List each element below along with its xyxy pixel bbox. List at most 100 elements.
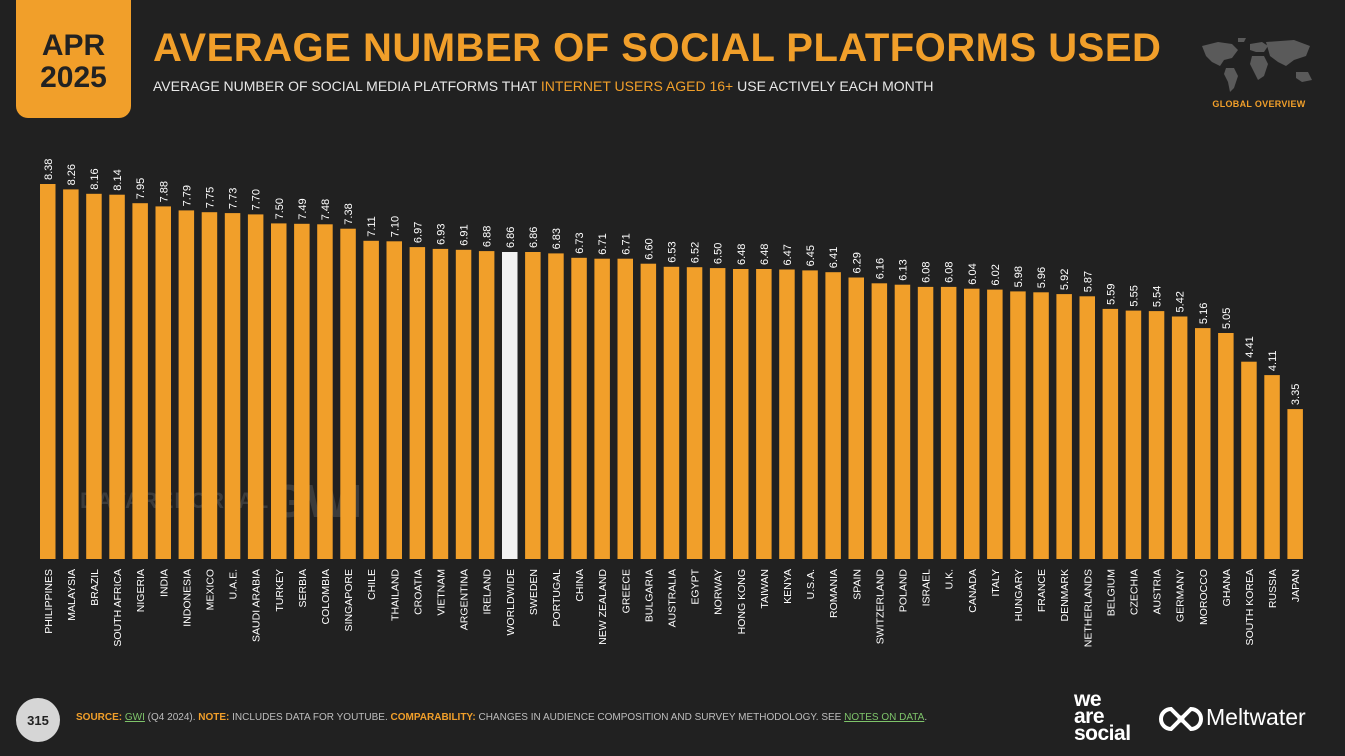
bar-indonesia [178,210,195,559]
category-label: KENYA [782,569,794,604]
value-label: 6.16 [874,258,886,279]
value-label: 6.50 [713,243,725,264]
bar-philippines [40,184,56,559]
bar-malaysia [63,189,79,559]
category-label: U.K. [944,569,956,589]
category-label: SWEDEN [528,569,540,615]
value-label: 6.86 [505,227,517,248]
value-label: 7.50 [274,198,286,219]
bar-chart: 8.38 PHILIPPINES 8.26 MALAYSIA 8.16 BRAZIL 8.1… [40,159,1303,647]
value-label: 8.14 [112,169,124,190]
value-label: 6.53 [667,241,679,262]
category-label: VIETNAM [436,569,448,616]
comparability-text: CHANGES IN AUDIENCE COMPOSITION AND SURV… [475,712,845,723]
category-label: TAIWAN [759,569,771,609]
global-overview-label: GLOBAL OVERVIEW [1212,99,1306,109]
bar-russia [1264,375,1280,559]
page-title: AVERAGE NUMBER OF SOCIAL PLATFORMS USED [153,26,1162,70]
category-label: ARGENTINA [459,569,471,630]
value-label: 6.08 [921,261,933,282]
value-label: 4.11 [1267,351,1279,372]
note-text: INCLUDES DATA FOR YOUTUBE. [229,712,391,723]
category-label: U.S.A. [805,569,817,599]
subtitle-highlight: INTERNET USERS AGED 16+ [540,78,734,94]
bar-italy [987,289,1003,559]
value-label: 6.71 [620,233,632,254]
category-label: BRAZIL [89,569,101,606]
category-label: NETHERLANDS [1082,569,1094,647]
bar-canada [964,288,980,559]
category-label: PHILIPPINES [43,569,55,634]
category-label: CROATIA [412,569,424,615]
bar-australia [663,266,680,559]
subtitle-post: USE ACTIVELY EACH MONTH [733,78,934,94]
value-label: 7.11 [366,216,378,237]
bar-nigeria [132,203,148,559]
value-label: 7.49 [297,198,309,219]
bar-kenya [779,269,795,559]
bar-croatia [409,247,426,559]
value-label: 6.60 [643,238,655,259]
category-label: SINGAPORE [343,569,355,631]
bar-norway [709,268,726,559]
bar-austria [1148,311,1165,559]
value-label: 6.93 [436,223,448,244]
source-link[interactable]: GWI [124,712,145,723]
value-label: 7.73 [228,188,240,209]
brand-line-2: are [1074,705,1105,728]
category-label: GHANA [1221,569,1233,606]
bar-taiwan [756,269,772,559]
value-label: 5.87 [1082,271,1094,292]
bar-hungary [1010,291,1026,559]
value-label: 6.47 [782,244,794,265]
bar-colombia [317,224,333,560]
notes-on-data-link[interactable]: NOTES ON DATA [844,712,925,723]
category-label: MEXICO [205,569,217,610]
category-label: MALAYSIA [66,569,78,621]
value-label: 6.88 [482,226,494,247]
date-badge: APR 2025 [16,0,131,118]
bar-ireland [478,251,495,559]
bar-hong-kong [733,269,749,559]
category-label: JAPAN [1290,569,1302,602]
value-label: 6.52 [690,242,702,263]
bar-turkey [271,223,287,559]
category-label: HUNGARY [1013,569,1025,621]
bar-israel [917,286,934,559]
category-label: POLAND [898,569,910,613]
bar-worldwide [502,252,518,559]
bar-switzerland [871,283,888,559]
category-label: FRANCE [1036,569,1048,612]
value-label: 6.04 [967,263,979,284]
category-label: CANADA [967,569,979,613]
category-label: ITALY [990,569,1002,597]
category-label: TURKEY [274,569,286,612]
bar-belgium [1102,308,1119,559]
category-label: BULGARIA [643,569,655,622]
value-label: 5.98 [1013,266,1025,287]
world-map-icon [1202,38,1312,92]
value-label: 8.38 [43,159,55,180]
bar-czechia [1125,310,1142,559]
value-label: 6.45 [805,245,817,266]
value-label: 5.55 [1129,285,1141,306]
bar-saudi-arabia [247,214,264,559]
bar-argentina [455,249,472,560]
category-label: SAUDI ARABIA [251,569,263,642]
value-label: 7.79 [181,185,193,206]
category-label: WORLDWIDE [505,569,517,636]
date-month: APR [41,29,106,62]
category-label: SWITZERLAND [874,569,886,645]
bar-greece [617,258,633,559]
category-label: CHINA [574,569,586,602]
category-label: AUSTRIA [1152,569,1164,615]
value-label: 6.41 [828,247,840,268]
source-text: (Q4 2024). [144,712,199,723]
page-subtitle: AVERAGE NUMBER OF SOCIAL MEDIA PLATFORMS… [153,78,933,94]
bar-bulgaria [640,263,657,559]
value-label: 5.54 [1152,286,1164,307]
value-label: 6.83 [551,228,563,249]
category-label: BELGIUM [1105,569,1117,616]
bar-mexico [201,212,218,559]
value-label: 3.35 [1290,384,1302,405]
